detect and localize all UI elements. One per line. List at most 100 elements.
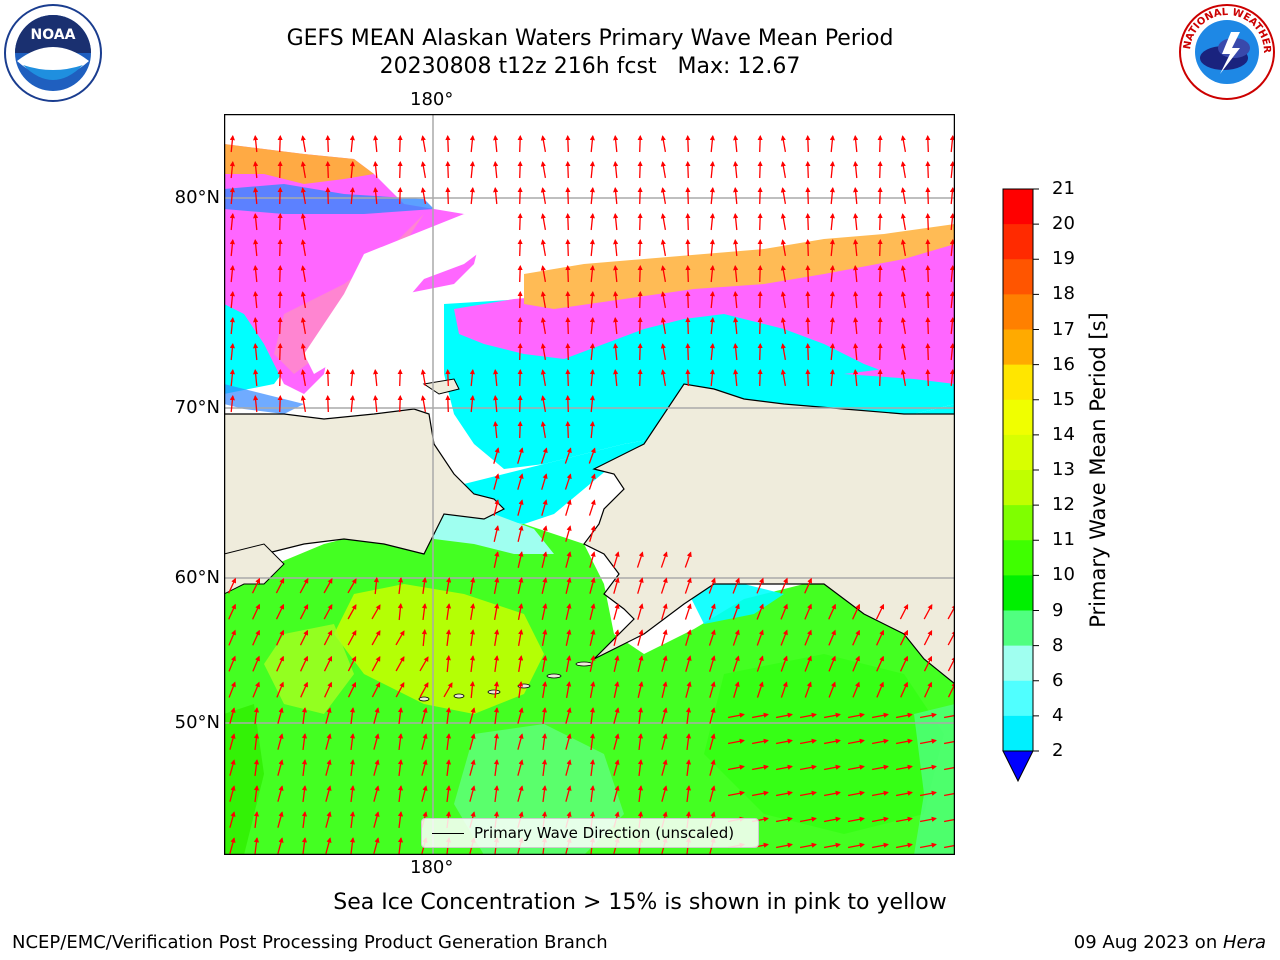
wave-arrow	[397, 368, 403, 387]
wave-arrow	[823, 842, 841, 849]
wave-arrow	[300, 161, 307, 179]
wave-arrow	[229, 186, 235, 205]
wave-arrow	[709, 785, 716, 802]
lon-label-top: 180°	[410, 89, 454, 110]
wave-arrow	[660, 239, 667, 257]
wave-arrow	[564, 447, 572, 464]
wave-arrow	[540, 317, 547, 335]
wave-arrow	[685, 785, 692, 802]
wave-arrow	[229, 811, 236, 828]
wave-arrow	[229, 394, 235, 413]
wave-arrow	[253, 264, 259, 283]
wave-arrow	[847, 712, 865, 719]
wave-arrow	[613, 316, 619, 335]
lat-label-60: 60°N	[174, 567, 220, 588]
wave-arrow	[637, 238, 643, 257]
wave-arrow	[685, 212, 691, 231]
wave-arrow	[871, 712, 889, 719]
wave-arrow	[349, 394, 355, 413]
wave-arrow	[541, 499, 548, 516]
wave-arrow	[709, 316, 715, 335]
wave-arrow	[300, 395, 307, 413]
wave-arrow	[300, 187, 307, 205]
wave-arrow	[660, 343, 667, 361]
wave-arrow	[397, 394, 403, 413]
wave-arrow	[325, 811, 332, 828]
open-area	[304, 214, 494, 374]
wave-arrow	[589, 785, 596, 802]
wave-arrow	[493, 733, 500, 750]
wave-arrow	[949, 160, 955, 179]
wave-arrow	[349, 759, 356, 776]
wave-arrow	[541, 629, 548, 647]
wave-arrow	[685, 264, 691, 283]
wave-arrow	[733, 264, 739, 283]
wave-arrow	[421, 759, 428, 776]
wave-arrow	[469, 629, 476, 646]
wave-arrow	[277, 837, 284, 854]
wave-arrow	[871, 764, 889, 771]
wave-arrow	[493, 525, 500, 542]
wave-arrow	[469, 160, 475, 179]
wave-arrow	[349, 160, 355, 179]
wave-arrow	[805, 160, 811, 179]
colorbar-extend-min	[1002, 750, 1034, 783]
wave-arrow	[517, 447, 524, 464]
wave-arrow	[276, 681, 284, 698]
wave-arrow	[373, 160, 379, 179]
colorbar-tick-label: 9	[1052, 599, 1064, 621]
wave-arrow	[446, 577, 452, 595]
wave-arrow	[347, 681, 357, 698]
wave-arrow	[823, 738, 841, 745]
wave-arrow	[395, 630, 405, 646]
map-panel[interactable]	[224, 114, 955, 855]
wave-arrow	[493, 785, 500, 802]
wave-arrow	[589, 551, 596, 568]
wave-arrow	[229, 733, 236, 750]
wave-arrow	[637, 186, 643, 205]
wave-arrow	[347, 578, 357, 594]
wave-arrow	[277, 316, 283, 335]
wave-arrow	[757, 238, 763, 257]
wave-arrow	[756, 681, 764, 698]
colorbar-tick-label: 17	[1052, 318, 1075, 340]
wave-arrow	[780, 135, 787, 153]
wave-arrow	[517, 212, 523, 231]
wave-arrow	[799, 842, 817, 849]
wave-arrow	[780, 161, 787, 179]
wave-arrow	[733, 316, 739, 335]
wave-arrow	[895, 738, 913, 745]
wave-arrow	[853, 212, 859, 231]
wave-arrow	[228, 629, 236, 646]
wave-arrow	[756, 577, 764, 594]
wave-arrow	[517, 629, 524, 647]
wave-arrow	[300, 291, 307, 309]
wave-arrow	[253, 837, 260, 854]
wave-arrow	[517, 316, 523, 335]
wave-arrow	[325, 186, 331, 205]
wave-arrow	[589, 264, 595, 283]
wave-arrow	[685, 186, 691, 205]
wave-arrow	[853, 186, 859, 205]
wave-arrow	[708, 577, 716, 594]
colorbar-segment	[1003, 189, 1033, 225]
wave-arrow	[228, 577, 237, 594]
wave-arrow	[828, 655, 836, 672]
wave-arrow	[613, 342, 619, 361]
wave-arrow	[373, 134, 379, 153]
colorbar-segment	[1003, 680, 1033, 717]
wave-arrow	[877, 290, 883, 309]
wave-arrow	[445, 759, 452, 776]
wave-arrow	[253, 212, 259, 231]
wave-arrow	[637, 342, 643, 361]
wave-arrow	[756, 655, 764, 672]
wave-arrow	[565, 785, 572, 802]
colorbar-segment	[1003, 505, 1033, 541]
wave-arrow	[253, 759, 260, 776]
wave-arrow	[371, 681, 381, 698]
wave-arrow	[613, 238, 619, 257]
nws-logo: NATIONAL WEATHER SERVICE	[1176, 2, 1275, 100]
wave-arrow	[228, 655, 236, 672]
wave-arrow	[443, 682, 453, 698]
wave-arrow	[493, 707, 500, 724]
